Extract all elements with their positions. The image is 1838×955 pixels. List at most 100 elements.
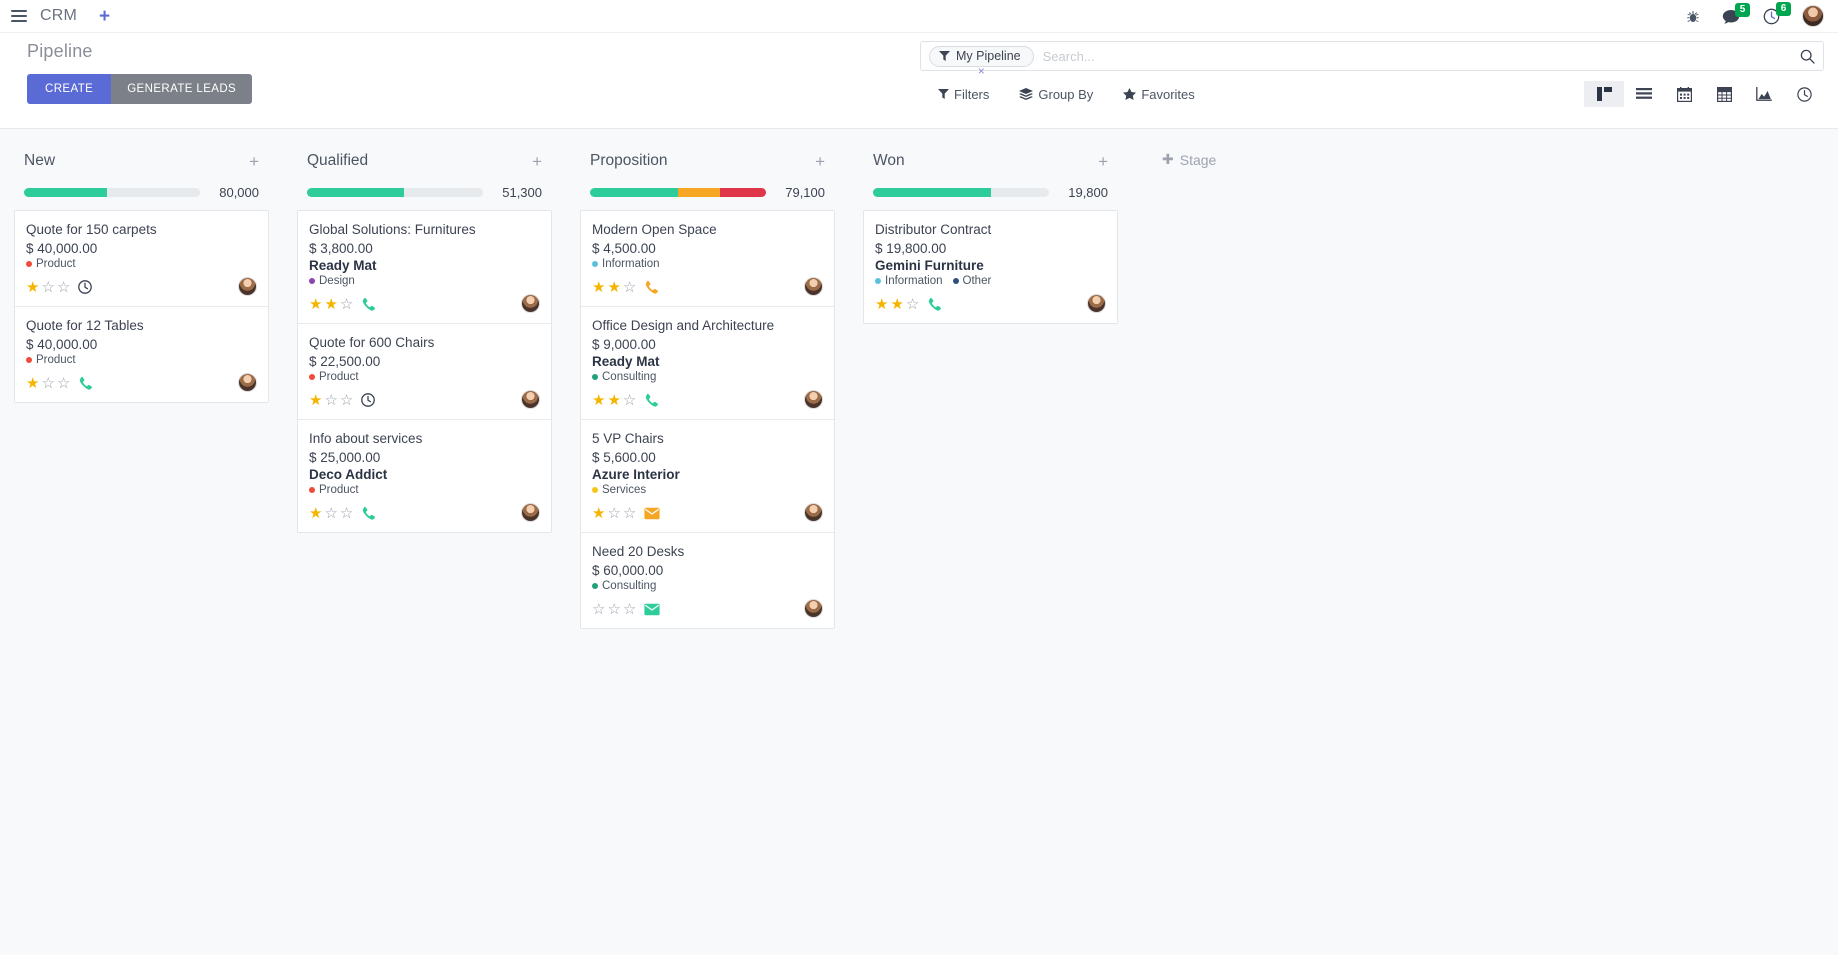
generate-leads-button[interactable]: GENERATE LEADS [111,74,253,104]
card-activity-envelope-icon[interactable] [644,603,660,616]
priority-stars[interactable]: ★ ☆ ☆ [592,506,636,521]
card-tag[interactable]: Information [592,258,660,270]
priority-star[interactable]: ☆ [56,278,71,296]
card-tag[interactable]: Product [26,258,76,270]
kanban-card[interactable]: Quote for 150 carpets $ 40,000.00 Product ★… [15,211,268,307]
kanban-column-total[interactable]: 79,100 [785,185,825,200]
priority-star[interactable]: ☆ [324,504,338,522]
magnifier-icon[interactable] [1794,49,1815,64]
priority-star[interactable]: ★ [607,391,621,409]
group-by-menu[interactable]: Group By [1019,87,1093,102]
priority-star[interactable]: ☆ [622,600,637,618]
kanban-card[interactable]: Info about services $ 25,000.00 Deco Addic… [298,420,551,532]
priority-star[interactable]: ☆ [324,391,338,409]
priority-stars[interactable]: ★ ☆ ☆ [26,376,70,391]
kanban-card[interactable]: 5 VP Chairs $ 5,600.00 Azure Interior Servi… [581,420,834,533]
progress-bar[interactable] [873,188,1049,197]
add-stage-button[interactable]: ✚ Stage [1162,151,1216,168]
priority-star[interactable]: ☆ [41,278,55,296]
card-assignee-avatar[interactable] [521,503,540,522]
kanban-column-total[interactable]: 51,300 [502,185,542,200]
card-tag[interactable]: Design [309,275,355,287]
create-button[interactable]: CREATE [27,74,112,104]
priority-star[interactable]: ★ [592,391,606,409]
card-activity-phone-icon[interactable] [644,280,659,295]
card-activity-envelope-icon[interactable] [644,507,660,520]
user-avatar[interactable] [1802,5,1824,27]
card-activity-clock-icon[interactable] [361,393,376,407]
progress-segment[interactable] [24,188,107,197]
priority-stars[interactable]: ★ ★ ☆ [592,393,636,408]
kanban-card[interactable]: Modern Open Space $ 4,500.00 Information ★ ★… [581,211,834,307]
kanban-card[interactable]: Need 20 Desks $ 60,000.00 Consulting ☆ ☆ ☆ [581,533,834,628]
add-card-plus-icon[interactable]: + [815,151,825,171]
app-brand-crm[interactable]: CRM [40,7,78,24]
progress-segment[interactable] [720,188,766,197]
view-calendar-button[interactable] [1664,81,1704,107]
progress-segment[interactable] [307,188,404,197]
priority-star[interactable]: ★ [324,295,338,313]
priority-stars[interactable]: ★ ★ ☆ [309,297,353,312]
filters-menu[interactable]: Filters [938,87,989,102]
kanban-column-title[interactable]: Won [873,152,905,169]
priority-stars[interactable]: ★ ★ ☆ [592,280,636,295]
priority-star[interactable]: ★ [309,391,323,409]
card-assignee-avatar[interactable] [521,390,540,409]
new-record-plus-icon[interactable]: + [99,5,111,27]
progress-segment[interactable] [678,188,721,197]
progress-bar[interactable] [590,188,766,197]
priority-star[interactable]: ☆ [592,600,606,618]
view-kanban-button[interactable] [1584,81,1624,107]
search-bar[interactable]: My Pipeline × [920,41,1824,77]
priority-star[interactable]: ☆ [339,391,354,409]
kanban-column-total[interactable]: 80,000 [219,185,259,200]
progress-segment[interactable] [590,188,678,197]
priority-star[interactable]: ★ [26,278,40,296]
card-activity-phone-icon[interactable] [644,393,659,408]
card-assignee-avatar[interactable] [804,277,823,296]
kanban-card[interactable]: Quote for 600 Chairs $ 22,500.00 Product ★ ☆… [298,324,551,420]
card-assignee-avatar[interactable] [1087,294,1106,313]
priority-star[interactable]: ☆ [607,600,621,618]
priority-star[interactable]: ☆ [339,295,354,313]
hamburger-menu-icon[interactable] [8,5,30,27]
card-assignee-avatar[interactable] [238,277,257,296]
add-card-plus-icon[interactable]: + [249,151,259,171]
card-tag[interactable]: Product [26,354,76,366]
kanban-column-title[interactable]: New [24,152,56,169]
card-activity-phone-icon[interactable] [927,297,942,312]
priority-star[interactable]: ★ [309,295,323,313]
card-tag[interactable]: Other [952,275,991,287]
priority-star[interactable]: ☆ [622,278,637,296]
priority-star[interactable]: ★ [875,295,889,313]
priority-star[interactable]: ☆ [905,295,920,313]
search-input[interactable] [1033,48,1794,64]
kanban-card[interactable]: Global Solutions: Furnitures $ 3,800.00 Re… [298,211,551,324]
priority-star[interactable]: ★ [890,295,904,313]
kanban-card[interactable]: Quote for 12 Tables $ 40,000.00 Product ★ ☆ ☆ [15,307,268,402]
priority-star[interactable]: ☆ [622,504,637,522]
kanban-column-title[interactable]: Qualified [307,152,369,169]
search-facet-my-pipeline[interactable]: My Pipeline × [929,45,1034,77]
card-assignee-avatar[interactable] [238,373,257,392]
card-assignee-avatar[interactable] [804,390,823,409]
view-list-button[interactable] [1624,81,1664,107]
search-facet-remove-icon[interactable]: × [977,63,985,78]
card-activity-phone-icon[interactable] [361,297,376,312]
progress-segment[interactable] [873,188,991,197]
card-activity-phone-icon[interactable] [78,376,93,391]
priority-star[interactable]: ★ [26,374,40,392]
priority-star[interactable]: ★ [607,278,621,296]
priority-star[interactable]: ★ [309,504,323,522]
priority-stars[interactable]: ★ ☆ ☆ [26,280,70,295]
activities-clock-icon[interactable]: 6 [1763,1,1791,25]
progress-bar[interactable] [307,188,483,197]
priority-star[interactable]: ☆ [607,504,621,522]
view-graph-button[interactable] [1744,81,1784,107]
add-card-plus-icon[interactable]: + [532,151,542,171]
kanban-card[interactable]: Distributor Contract $ 19,800.00 Gemini Fu… [864,211,1117,323]
priority-star[interactable]: ★ [592,504,606,522]
kanban-card[interactable]: Office Design and Architecture $ 9,000.00… [581,307,834,420]
priority-stars[interactable]: ★ ☆ ☆ [309,393,353,408]
card-assignee-avatar[interactable] [804,599,823,618]
